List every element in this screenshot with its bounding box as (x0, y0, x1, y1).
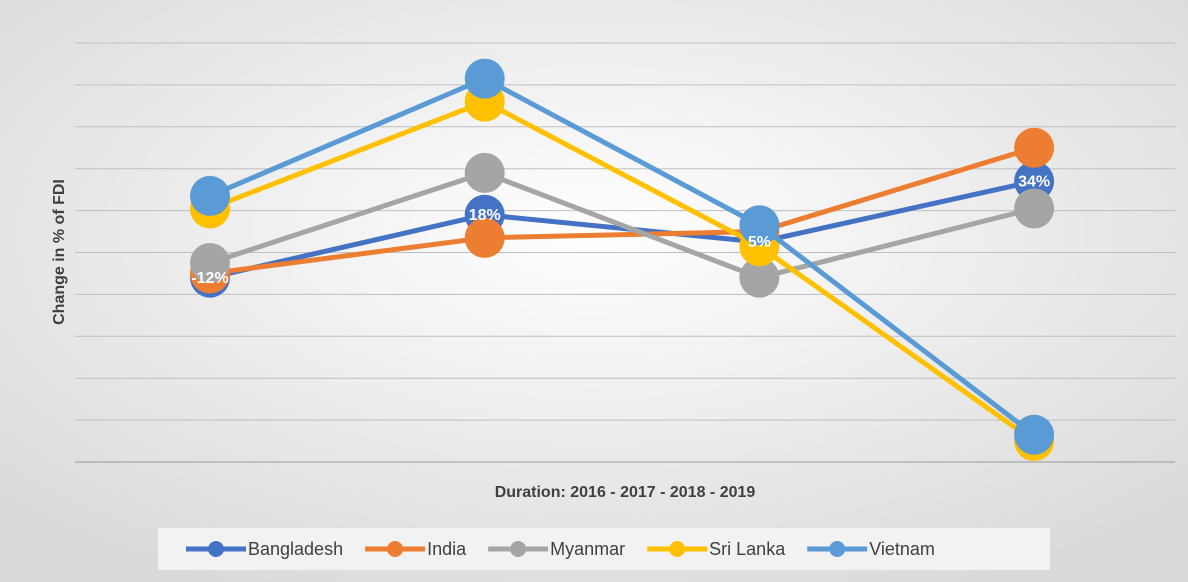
x-axis-label: Duration: 2016 - 2017 - 2018 - 2019 (495, 484, 756, 501)
marker (464, 152, 505, 193)
series-line (209, 99, 1036, 444)
marker (1014, 188, 1055, 229)
legend-box (158, 528, 1050, 570)
legend-swatch-marker (669, 541, 686, 557)
data-label: -12% (191, 270, 228, 287)
series-line (209, 178, 1035, 281)
legend-swatch-marker (829, 541, 846, 557)
marker (1014, 127, 1055, 168)
legend-label: India (427, 539, 467, 559)
marker (190, 175, 230, 216)
legend-swatch-marker (510, 541, 527, 557)
y-axis-label: Change in % of FDI (51, 179, 68, 325)
legend-label: Bangladesh (248, 539, 343, 559)
marker (464, 58, 505, 99)
marker (739, 205, 780, 246)
legend-label: Sri Lanka (709, 539, 786, 559)
data-label: 34% (1018, 173, 1050, 190)
legend-label: Vietnam (869, 539, 935, 559)
marker (190, 242, 230, 283)
marker (739, 257, 780, 298)
series-line (209, 170, 1035, 281)
legend-swatch-marker (208, 541, 224, 557)
legend-label: Myanmar (550, 539, 625, 559)
data-label: 5% (748, 234, 771, 251)
series-line (209, 145, 1035, 276)
legend-swatch-marker (387, 541, 404, 557)
data-label: 18% (469, 207, 501, 224)
marker (464, 217, 505, 258)
series-line (209, 76, 1036, 437)
marker (1014, 414, 1055, 455)
